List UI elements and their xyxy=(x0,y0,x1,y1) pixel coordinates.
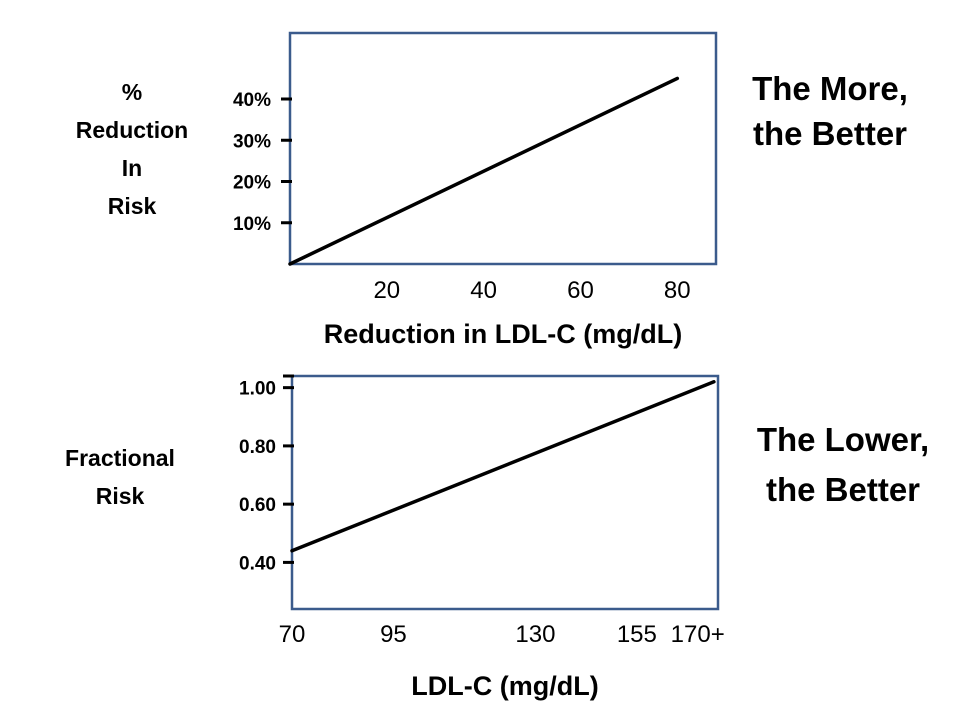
y-axis-label-line: In xyxy=(122,155,142,181)
y-axis-label-line: Risk xyxy=(108,193,157,219)
x-axis-label: Reduction in LDL-C (mg/dL) xyxy=(324,319,682,349)
y-tick-label: 1.00 xyxy=(239,379,276,400)
series-line xyxy=(288,76,680,266)
y-axis-label-line: Fractional xyxy=(65,445,175,471)
y-tick-label: 30% xyxy=(233,131,271,152)
x-tick-label: 155 xyxy=(617,621,657,648)
y-axis-label-line: % xyxy=(122,79,142,105)
plot-frame xyxy=(290,374,720,611)
plot-frame xyxy=(288,31,718,266)
x-tick-label: 95 xyxy=(380,621,407,648)
annotation-line: the Better xyxy=(753,115,907,152)
y-tick-label: 0.80 xyxy=(239,437,276,458)
series-line xyxy=(290,380,716,553)
y-tick-label: 20% xyxy=(233,173,271,194)
y-tick-label: 0.40 xyxy=(239,553,276,574)
x-tick-label: 40 xyxy=(470,277,497,304)
x-tick-label: 60 xyxy=(567,277,594,304)
y-tick-label: 40% xyxy=(233,90,271,111)
x-tick-label: 70 xyxy=(279,621,306,648)
x-tick-label: 130 xyxy=(515,621,555,648)
y-axis-label-line: Risk xyxy=(96,483,145,509)
y-tick-label: 0.60 xyxy=(239,495,276,516)
y-axis-label-line: Reduction xyxy=(76,117,188,143)
x-tick-label: 80 xyxy=(664,277,691,304)
annotation-line: The More, xyxy=(752,70,908,107)
x-tick-label: 20 xyxy=(373,277,400,304)
annotation-line: the Better xyxy=(766,471,920,508)
annotation-line: The Lower, xyxy=(757,421,929,458)
y-tick-label: 10% xyxy=(233,214,271,235)
x-tick-label: 170+ xyxy=(671,621,725,648)
x-axis-label: LDL-C (mg/dL) xyxy=(411,671,598,701)
